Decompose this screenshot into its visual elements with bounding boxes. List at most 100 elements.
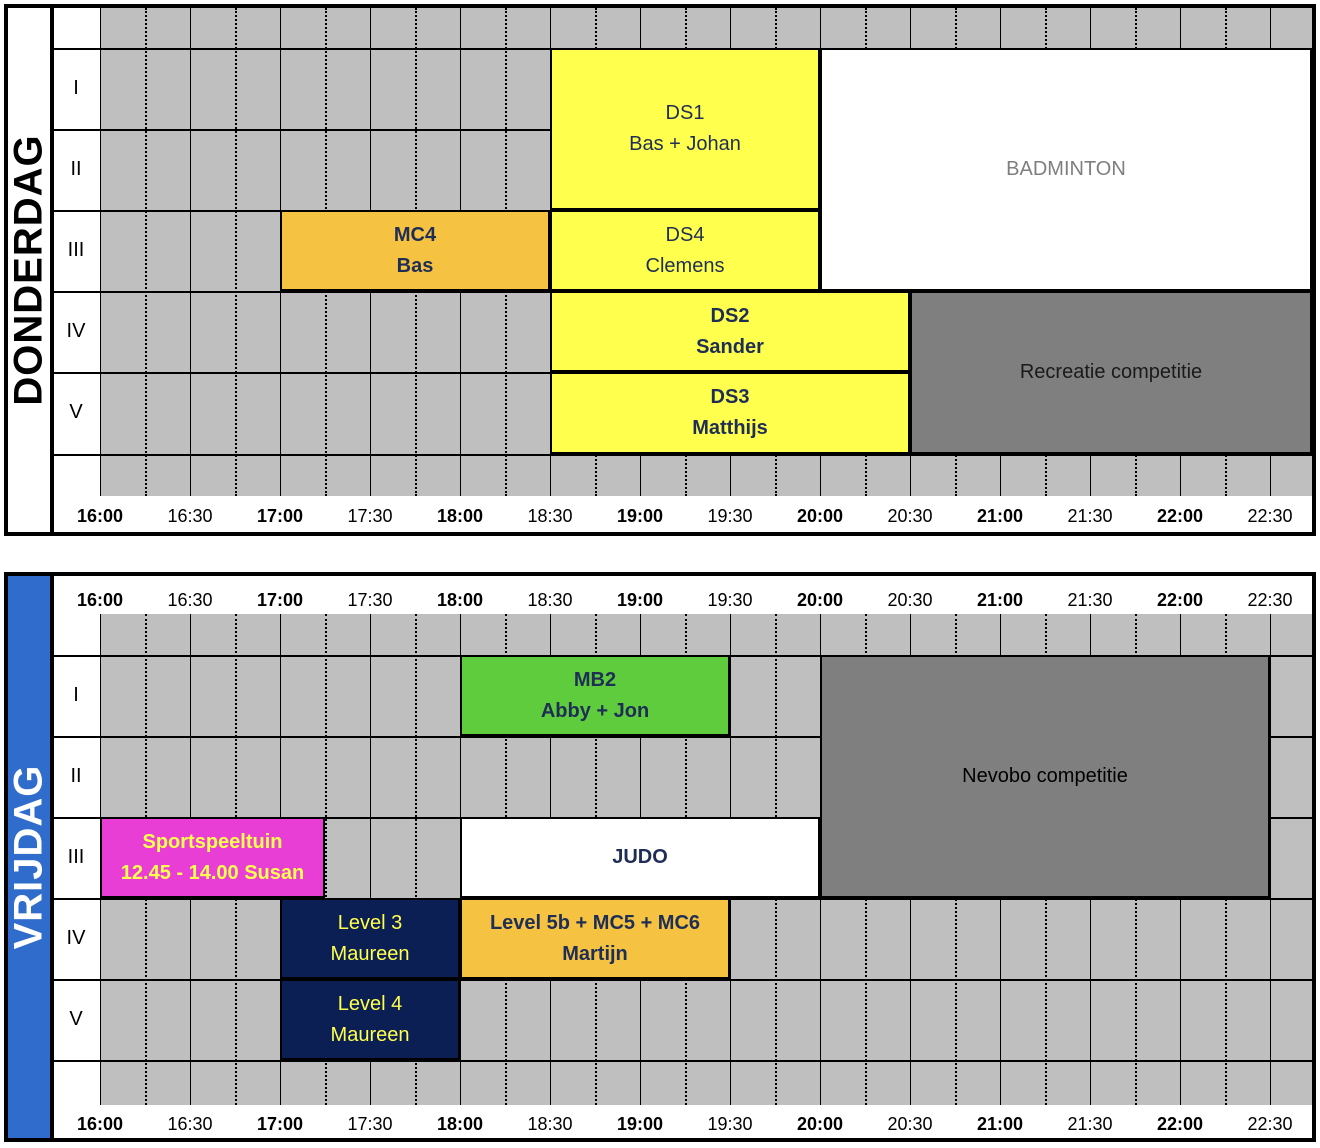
- time-label: 20:00: [796, 506, 844, 526]
- time-label: 19:00: [616, 1114, 664, 1134]
- row-label-IV: IV: [66, 926, 86, 949]
- time-label: 22:00: [1156, 590, 1204, 610]
- activity-text: Level 3: [337, 911, 403, 934]
- row-label-II: II: [70, 764, 82, 787]
- activity-text: Matthijs: [692, 417, 768, 439]
- activity-block-ds4[interactable]: DS4 Clemens: [550, 210, 820, 291]
- time-label: 16:30: [167, 1114, 213, 1134]
- time-label: 17:30: [347, 506, 393, 526]
- time-label: 20:30: [887, 590, 933, 610]
- activity-block-nevobo[interactable]: Nevobo competitie: [820, 655, 1270, 898]
- day-label-bar: DONDERDAG: [6, 8, 54, 532]
- time-label: 17:00: [256, 590, 304, 610]
- time-label: 16:00: [76, 1114, 124, 1134]
- time-label: 20:30: [887, 506, 933, 526]
- row-label-I: I: [73, 76, 79, 99]
- activity-block-judo[interactable]: JUDO: [460, 817, 820, 898]
- time-label: 20:30: [887, 1114, 933, 1134]
- time-label: 18:30: [527, 1114, 573, 1134]
- time-label: 19:00: [616, 506, 664, 526]
- time-label: 19:00: [616, 590, 664, 610]
- time-label: 22:00: [1156, 506, 1204, 526]
- activity-block-recreatie[interactable]: Recreatie competitie: [910, 291, 1312, 454]
- time-label: 16:30: [167, 590, 213, 610]
- row-divider: [52, 454, 1312, 456]
- row-label-IV: IV: [66, 319, 86, 342]
- time-label: 22:30: [1247, 590, 1293, 610]
- activity-text: 12.45 - 14.00 Susan: [120, 861, 305, 884]
- time-label: 17:30: [347, 1114, 393, 1134]
- time-label: 22:30: [1247, 506, 1293, 526]
- grid-line-halfhour: [370, 614, 371, 1105]
- time-label: 16:00: [76, 590, 124, 610]
- activity-text: DS4: [665, 223, 705, 246]
- time-label: 22:30: [1247, 1114, 1293, 1134]
- time-label: 18:00: [436, 1114, 484, 1134]
- activity-text: Sportspeeltuin: [142, 830, 283, 853]
- activity-text: BADMINTON: [1006, 158, 1126, 180]
- row-label-V: V: [69, 1007, 83, 1030]
- grid-line-quarter: [235, 8, 237, 496]
- time-label: 21:30: [1067, 506, 1113, 526]
- activity-block-level4[interactable]: Level 4 Maureen: [280, 979, 460, 1060]
- time-label: 19:30: [707, 506, 753, 526]
- grid-line-quarter: [325, 614, 327, 1105]
- grid-line-halfhour: [190, 8, 191, 496]
- donderdag-schedule-panel: DONDERDAG I II III IV V 16:00 16:30 17:00 17:30 1…: [4, 4, 1316, 536]
- activity-text: Level 4: [337, 992, 403, 1015]
- activity-block-ds1[interactable]: DS1 Bas + Johan: [550, 48, 820, 210]
- time-label: 20:00: [796, 1114, 844, 1134]
- activity-text: Clemens: [645, 254, 725, 277]
- activity-text: Maureen: [330, 1023, 410, 1046]
- row-label-III: III: [67, 845, 85, 868]
- time-label: 19:30: [707, 590, 753, 610]
- time-label: 16:00: [76, 506, 124, 526]
- activity-text: Martijn: [562, 942, 628, 965]
- activity-text: MB2: [573, 668, 617, 691]
- activity-text: MC4: [393, 223, 437, 246]
- time-label: 21:00: [976, 1114, 1024, 1134]
- activity-text: Abby + Jon: [540, 699, 650, 722]
- activity-text: JUDO: [612, 846, 668, 868]
- row-divider: [52, 1060, 1312, 1062]
- time-label: 17:00: [256, 1114, 304, 1134]
- activity-text: Sander: [696, 335, 764, 358]
- time-label: 17:00: [256, 506, 304, 526]
- time-label: 18:30: [527, 506, 573, 526]
- time-label: 17:30: [347, 590, 393, 610]
- grid-line-quarter: [145, 8, 147, 496]
- activity-block-ds2[interactable]: DS2 Sander: [550, 291, 910, 372]
- time-label: 18:00: [436, 506, 484, 526]
- activity-text: Maureen: [330, 942, 410, 965]
- activity-block-level5b[interactable]: Level 5b + MC5 + MC6 Martijn: [460, 898, 730, 979]
- time-label: 21:30: [1067, 590, 1113, 610]
- time-label: 21:00: [976, 506, 1024, 526]
- day-label: DONDERDAG: [6, 134, 51, 406]
- row-divider: [52, 979, 1312, 981]
- time-label: 19:30: [707, 1114, 753, 1134]
- day-label: VRIJDAG: [6, 764, 51, 950]
- activity-text: Bas + Johan: [629, 133, 741, 155]
- activity-block-mb2[interactable]: MB2 Abby + Jon: [460, 655, 730, 736]
- grid-line-halfhour: [1270, 614, 1271, 1105]
- time-label: 21:00: [976, 590, 1024, 610]
- time-label: 18:00: [436, 590, 484, 610]
- activity-block-mc4[interactable]: MC4 Bas: [280, 210, 550, 291]
- row-divider: [52, 736, 1312, 738]
- activity-text: DS1: [665, 102, 705, 124]
- activity-text: Level 5b + MC5 + MC6: [489, 911, 701, 934]
- activity-block-sportspeeltuin[interactable]: Sportspeeltuin 12.45 - 14.00 Susan: [100, 817, 325, 898]
- time-label: 22:00: [1156, 1114, 1204, 1134]
- activity-text: Recreatie competitie: [1019, 361, 1203, 383]
- row-label-III: III: [67, 238, 85, 261]
- row-label-II: II: [70, 157, 82, 180]
- activity-text: DS3: [710, 386, 750, 408]
- activity-block-badminton[interactable]: BADMINTON: [820, 48, 1312, 291]
- time-label: 16:30: [167, 506, 213, 526]
- time-label: 21:30: [1067, 1114, 1113, 1134]
- grid-line-quarter: [415, 614, 417, 1105]
- time-label: 18:30: [527, 590, 573, 610]
- row-label-V: V: [69, 401, 83, 423]
- activity-block-ds3[interactable]: DS3 Matthijs: [550, 372, 910, 454]
- activity-block-level3[interactable]: Level 3 Maureen: [280, 898, 460, 979]
